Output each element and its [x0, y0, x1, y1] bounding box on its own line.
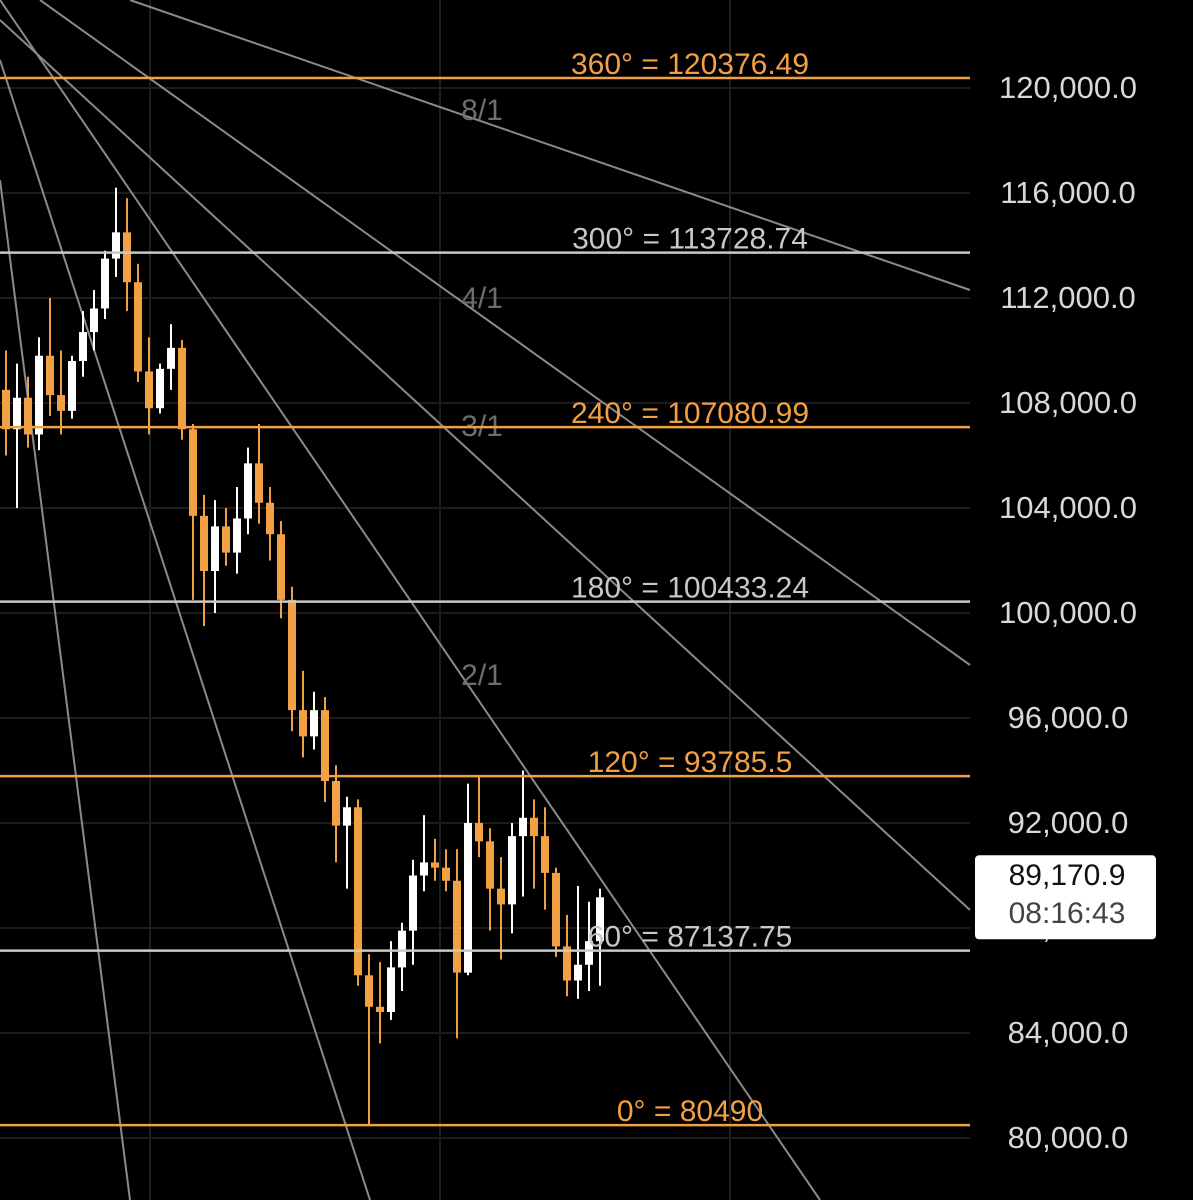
- candle-body: [541, 836, 549, 873]
- candle-body: [167, 347, 175, 369]
- fan-label: 4/1: [461, 282, 503, 315]
- gann-level-label: 60° = 87137.75: [588, 921, 793, 954]
- candle-body: [112, 232, 120, 259]
- candle-body: [409, 875, 417, 931]
- candle-body: [530, 817, 538, 837]
- y-tick-label: 108,000.0: [999, 385, 1137, 420]
- gann-level-label: 180° = 100433.24: [571, 572, 809, 605]
- candle-body: [46, 355, 54, 396]
- candle-body: [189, 429, 197, 516]
- gann-level-label: 0° = 80490: [617, 1095, 763, 1128]
- fan-line: [0, 179, 131, 1200]
- candle-body: [343, 807, 351, 826]
- candle-body: [354, 807, 362, 976]
- gann-levels: 360° = 120376.49 300° = 113728.74 240° = 1…: [0, 48, 970, 1128]
- candle-body: [233, 518, 241, 553]
- candle-body: [453, 880, 461, 973]
- candle-body: [398, 930, 406, 968]
- fan-label: 8/1: [461, 94, 503, 127]
- candle-body: [387, 967, 395, 1013]
- candle-body: [585, 941, 593, 965]
- countdown: 08:16:43: [1009, 897, 1126, 930]
- candle-body: [79, 332, 87, 361]
- y-tick-label: 104,000.0: [999, 490, 1137, 525]
- fan-line: [0, 19, 971, 911]
- candle-body: [57, 395, 65, 411]
- gann-level-label: 360° = 120376.49: [571, 48, 809, 81]
- candle-body: [365, 975, 373, 1007]
- horizontal-grid: [0, 86, 970, 1140]
- gann-fan: 8/1 4/1 3/1 2/1: [0, 0, 971, 1200]
- y-tick-label: 80,000.0: [1008, 1120, 1129, 1155]
- candle-body: [519, 817, 527, 837]
- candle-body: [222, 526, 230, 553]
- candle-body: [442, 867, 450, 881]
- y-tick-label: 120,000.0: [999, 70, 1137, 105]
- candle-body: [332, 781, 340, 826]
- fan-label: 2/1: [461, 659, 503, 692]
- candle-body: [277, 534, 285, 600]
- candle-body: [13, 397, 21, 430]
- y-tick-label: 84,000.0: [1008, 1015, 1129, 1050]
- candle-body: [431, 862, 439, 868]
- candle-body: [101, 258, 109, 309]
- candle-body: [266, 502, 274, 535]
- candle-body: [420, 862, 428, 876]
- fan-line: [129, 0, 971, 291]
- candle-body: [178, 347, 186, 430]
- fan-line: [0, 0, 821, 1200]
- fan-line: [39, 0, 971, 666]
- candle-body: [156, 368, 164, 409]
- candle-body: [288, 599, 296, 711]
- vertical-grid: [149, 0, 731, 1200]
- candle-body: [255, 463, 263, 503]
- gann-level-label: 300° = 113728.74: [572, 223, 808, 256]
- y-tick-label: 96,000.0: [1008, 700, 1129, 735]
- candle-body: [299, 710, 307, 737]
- candle-body: [310, 710, 318, 737]
- candles: [2, 187, 604, 1126]
- last-price: 89,170.9: [1009, 859, 1126, 892]
- candle-body: [596, 897, 604, 942]
- candle-body: [464, 823, 472, 973]
- y-axis: 80,000.084,000.088,000.092,000.096,000.0…: [999, 70, 1137, 1155]
- candle-body: [134, 282, 142, 372]
- gann-level-label: 240° = 107080.99: [571, 397, 809, 430]
- candle-body: [68, 360, 76, 411]
- candle-body: [574, 964, 582, 981]
- candle-body: [90, 308, 98, 333]
- candle-body: [563, 946, 571, 981]
- candle-body: [376, 1006, 384, 1013]
- price-tag: 89,170.9 08:16:43: [975, 855, 1156, 940]
- candle-body: [145, 371, 153, 409]
- gann-level-label: 120° = 93785.5: [588, 746, 793, 779]
- candle-body: [211, 526, 219, 571]
- fan-line: [0, 59, 371, 1200]
- candle-body: [321, 710, 329, 782]
- candle-body: [24, 397, 32, 435]
- y-tick-label: 92,000.0: [1008, 805, 1129, 840]
- candle-body: [497, 888, 505, 905]
- y-tick-label: 100,000.0: [999, 595, 1137, 630]
- candle-body: [123, 232, 131, 283]
- candle-body: [486, 841, 494, 889]
- candle-body: [475, 823, 483, 842]
- y-tick-label: 116,000.0: [1000, 175, 1136, 210]
- candle-body: [552, 872, 560, 947]
- candle-body: [244, 463, 252, 519]
- candle-body: [35, 355, 43, 435]
- candle-body: [2, 389, 10, 430]
- candle-body: [200, 515, 208, 571]
- y-tick-label: 112,000.0: [1000, 280, 1136, 315]
- price-tag-box: [975, 855, 1156, 940]
- candle-body: [508, 836, 516, 905]
